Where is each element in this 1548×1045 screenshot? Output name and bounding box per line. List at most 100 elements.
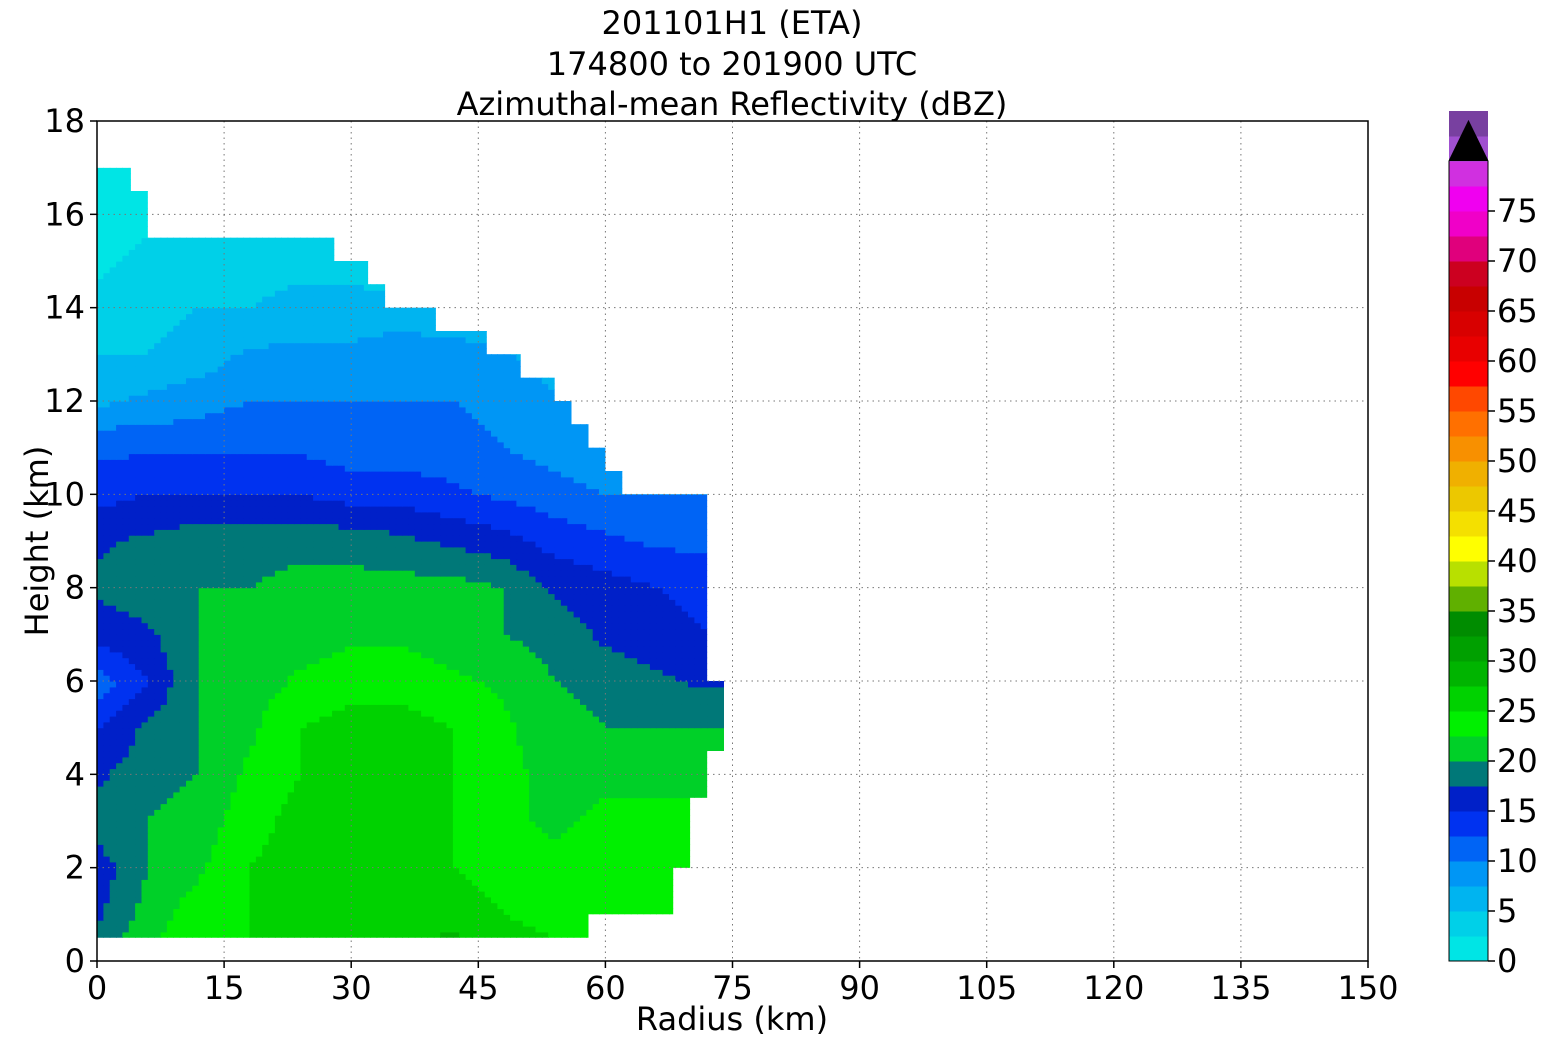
field-cell (325, 657, 333, 665)
field-cell (510, 768, 518, 775)
field-cell (383, 908, 390, 915)
field-cell (675, 774, 683, 781)
field-cell (351, 850, 359, 857)
field-cell (166, 780, 174, 787)
field-cell (414, 902, 422, 910)
field-cell (452, 931, 460, 938)
field-cell (141, 774, 149, 781)
field-cell (255, 856, 263, 863)
field-cell (554, 704, 562, 711)
field-cell (580, 733, 587, 740)
field-cell (166, 896, 174, 904)
field-cell (586, 873, 594, 880)
field-cell (503, 809, 511, 816)
field-cell (173, 926, 181, 933)
field-cell (478, 885, 486, 892)
field-cell (440, 826, 448, 834)
field-cell (198, 733, 206, 740)
field-cell (274, 850, 282, 857)
field-cell (109, 861, 117, 869)
field-cell (440, 675, 448, 682)
field-cell (414, 756, 422, 764)
field-cell (255, 651, 263, 659)
field-cell (173, 675, 181, 682)
field-cell (154, 681, 162, 688)
field-cell (147, 780, 155, 787)
field-cell (147, 721, 155, 729)
field-cell (421, 891, 429, 898)
field-cell (554, 698, 562, 705)
field-cell (383, 733, 390, 740)
field-cell (471, 774, 479, 781)
field-cell (675, 657, 683, 665)
field-cell (700, 698, 708, 705)
field-cell (510, 856, 518, 863)
field-cell (363, 692, 371, 700)
field-cell (370, 879, 378, 886)
field-cell (243, 931, 251, 938)
field-cell (649, 838, 657, 845)
field-cell (287, 821, 295, 828)
field-cell (135, 815, 143, 822)
field-cell (376, 669, 384, 676)
field-cell (471, 762, 479, 770)
field-cell (300, 885, 308, 892)
field-cell (147, 797, 155, 805)
field-cell (262, 698, 270, 705)
field-cell (618, 739, 626, 746)
field-cell (688, 756, 695, 764)
field-cell (338, 873, 346, 880)
field-cell (560, 832, 568, 840)
field-cell (669, 809, 676, 816)
field-cell (313, 727, 321, 735)
field-cell (389, 902, 397, 910)
field-cell (484, 850, 492, 857)
field-cell (592, 686, 600, 694)
field-cell (707, 698, 715, 705)
field-cell (580, 838, 587, 845)
field-cell (306, 803, 314, 810)
field-cell (560, 856, 568, 863)
field-cell (421, 926, 429, 933)
field-cell (338, 879, 346, 886)
field-cell (700, 756, 708, 764)
field-cell (675, 861, 683, 869)
field-cell (243, 768, 251, 775)
field-cell (560, 838, 568, 845)
field-cell (637, 879, 645, 886)
field-cell (300, 686, 308, 694)
field-cell (103, 885, 111, 892)
field-cell (554, 681, 562, 688)
field-cell (624, 838, 632, 845)
field-cell (211, 692, 219, 700)
field-cell (211, 844, 219, 851)
field-cell (465, 721, 473, 729)
field-cell (281, 745, 289, 752)
field-cell (465, 651, 473, 659)
field-cell (440, 861, 448, 869)
field-cell (421, 733, 429, 740)
field-cell (605, 768, 613, 775)
field-cell (294, 681, 301, 688)
field-cell (395, 669, 403, 676)
field-cell (669, 657, 676, 665)
field-cell (154, 710, 162, 717)
field-cell (179, 762, 187, 770)
field-cell (586, 879, 594, 886)
field-cell (649, 675, 657, 682)
field-cell (421, 879, 429, 886)
field-cell (205, 826, 212, 834)
field-cell (427, 844, 435, 851)
field-cell (713, 733, 721, 740)
field-cell (459, 832, 467, 840)
field-cell (662, 710, 670, 717)
field-cell (427, 931, 435, 938)
field-cell (516, 686, 524, 694)
field-cell (313, 885, 321, 892)
field-cell (211, 902, 219, 910)
field-cell (395, 861, 403, 869)
field-cell (179, 786, 187, 793)
field-cell (319, 815, 327, 822)
field-cell (421, 646, 429, 653)
field-cell (160, 756, 168, 764)
